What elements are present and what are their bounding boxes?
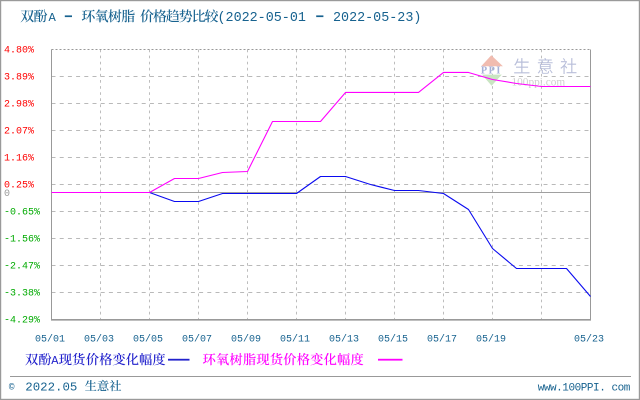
svg-text:05/01: 05/01 [35, 333, 65, 345]
svg-text:©: © [9, 382, 15, 393]
svg-text:A: A [49, 11, 57, 25]
svg-text:05/07: 05/07 [182, 333, 212, 345]
svg-text:05/13: 05/13 [329, 333, 359, 345]
svg-text:05/11: 05/11 [280, 333, 310, 345]
svg-text:0.25%: 0.25% [4, 181, 34, 192]
svg-text:www.100PPI. com: www.100PPI. com [538, 383, 631, 395]
svg-text:-4.29%: -4.29% [4, 316, 40, 327]
svg-text:2.07%: 2.07% [4, 127, 34, 138]
svg-text:05/19: 05/19 [476, 333, 506, 345]
svg-text:2.98%: 2.98% [4, 100, 34, 111]
svg-text:-0.65%: -0.65% [4, 208, 40, 219]
svg-text:05/17: 05/17 [427, 333, 457, 345]
svg-text:4.80%: 4.80% [4, 46, 34, 57]
svg-text:-3.38%: -3.38% [4, 289, 40, 300]
svg-text:2022.05: 2022.05 [25, 380, 77, 394]
svg-text:0: 0 [4, 189, 10, 200]
svg-text:05/05: 05/05 [133, 333, 163, 345]
svg-text:-2.47%: -2.47% [4, 262, 40, 273]
svg-text:-1.56%: -1.56% [4, 235, 40, 246]
svg-text:2022-05-23): 2022-05-23) [333, 11, 421, 26]
svg-text:1.16%: 1.16% [4, 154, 34, 165]
svg-text:100ppi.com: 100ppi.com [512, 76, 566, 88]
svg-text:A: A [51, 354, 59, 368]
svg-text:05/23: 05/23 [574, 333, 604, 345]
svg-text:05/09: 05/09 [231, 333, 261, 345]
svg-text:3.89%: 3.89% [4, 73, 34, 84]
svg-text:(2022-05-01: (2022-05-01 [218, 11, 306, 26]
svg-text:PPI: PPI [481, 66, 502, 77]
svg-text:05/03: 05/03 [84, 333, 114, 345]
svg-text:05/15: 05/15 [378, 333, 408, 345]
